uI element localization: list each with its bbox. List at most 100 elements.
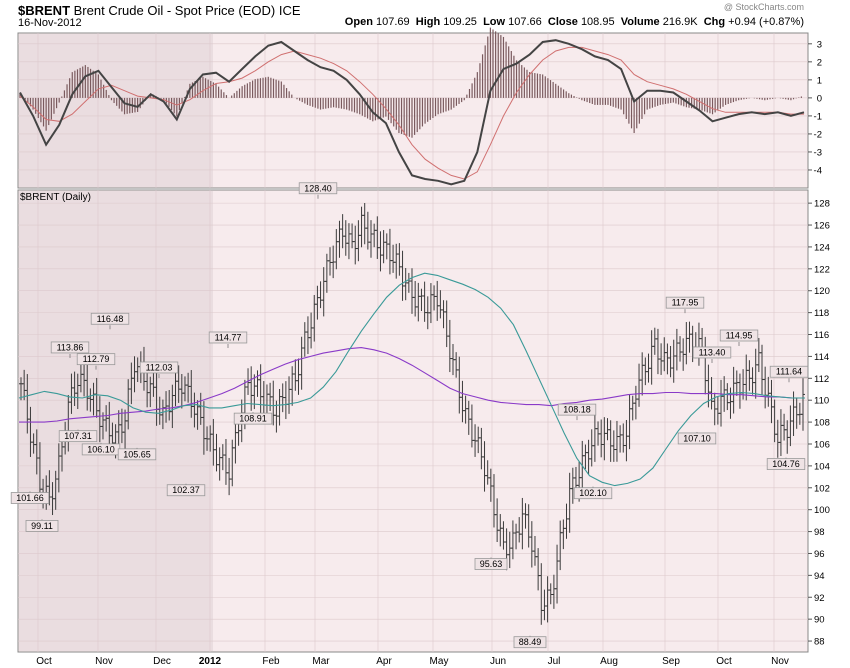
price-annotation: 107.10 [677,432,717,445]
chart-header: $BRENT Brent Crude Oil - Spot Price (EOD… [0,0,850,32]
annotation-box [76,353,116,366]
price-annotation: 102.37 [166,484,206,497]
price-tick-label: 128 [814,199,830,210]
close-label: Close [547,16,578,28]
x-axis-label: Apr [376,656,392,667]
annotation-label: 105.65 [123,449,151,459]
symbol: $BRENT [18,3,71,18]
annotation-label: 111.64 [776,367,802,377]
price-tick-label: 110 [814,396,829,407]
macd-line [19,39,805,186]
x-axis-label: May [430,656,449,667]
annotation-box [58,430,98,443]
price-annotation: 104.76 [766,458,806,470]
exchange: ICE [278,3,301,18]
sma-200-line [19,347,805,423]
annotation-box [208,331,248,344]
macd-tick-label: 3 [817,39,822,50]
annotation-box [769,365,809,378]
annotation-label: 104.76 [772,459,800,469]
annotation-box [677,432,717,445]
macd-tick-label: -3 [814,147,822,158]
price-tick-label: 126 [814,221,830,232]
price-tick-label: 118 [814,308,829,319]
sma-50-line [18,272,805,487]
annotation-label: 102.10 [579,488,607,498]
price-tick-label: 106 [814,439,830,450]
low-value: 107.66 [508,16,542,28]
price-tick-label: 92 [814,593,825,604]
price-annotation: 107.31 [58,430,98,443]
change-label: Chg [703,16,726,28]
price-tick-label: 98 [814,527,825,538]
open-value: 107.69 [375,16,410,28]
x-axis-label: Oct [716,656,732,667]
x-axis-label: 2012 [199,656,222,667]
x-axis-label: Sep [662,656,680,667]
macd-tick-label: 0 [817,93,822,104]
annotation-box [766,458,806,470]
x-axis-label: Mar [312,656,330,667]
price-annotation: 105.65 [117,448,157,461]
price-tick-label: 122 [814,264,830,275]
annotation-box [474,558,508,570]
price-shaded-region [19,191,213,651]
macd-tick-label: -4 [814,165,822,176]
price-annotation: 108.18 [557,403,597,416]
annotation-label: 108.18 [563,405,591,415]
volume-value: 216.9K [662,16,698,28]
price-tick-label: 90 [814,615,825,626]
price-annotation: 102.10 [573,487,613,500]
annotation-label: 114.77 [215,332,242,342]
annotation-box [139,361,179,374]
annotation-box [719,329,759,342]
price-annotation: 117.95 [665,296,705,309]
price-tick-label: 124 [814,242,830,253]
price-annotation: 114.95 [719,329,759,342]
price-tick-label: 94 [814,571,825,582]
annotation-label: 112.03 [146,362,173,372]
annotation-label: 102.37 [172,485,200,495]
annotation-label: 114.95 [726,331,753,341]
annotation-label: 107.10 [683,433,711,443]
annotation-box [665,296,705,309]
annotation-label: 101.66 [16,493,44,503]
annotation-box [50,341,90,354]
price-annotation: 112.79 [76,353,116,366]
macd-shaded-region [19,34,213,187]
annotation-box [557,403,597,416]
macd-tick-label: 1 [817,75,822,86]
x-axis-label: Dec [153,656,171,667]
change-value: +0.94 (+0.87%) [728,16,804,28]
annotation-label: 88.49 [519,637,542,647]
annotation-label: 108.91 [239,414,267,424]
watermark: @ StockCharts.com [723,2,804,12]
annotation-box [117,448,157,461]
price-annotation: 106.10 [81,443,121,456]
price-annotation: 111.64 [769,365,809,378]
x-axis-label: Nov [95,656,113,667]
price-annotation: 95.63 [474,558,508,570]
annotation-label: 116.48 [97,314,124,324]
macd-signal-line [19,46,804,180]
x-axis-label: Jun [490,656,506,667]
annotation-box [298,182,338,195]
x-axis-label: Oct [36,656,52,667]
low-label: Low [483,16,506,28]
volume-label: Volume [620,16,660,28]
annotation-label: 117.95 [672,298,699,308]
annotation-label: 113.40 [699,347,726,357]
price-annotation: 113.86 [50,341,90,354]
macd-tick-label: -2 [814,129,822,140]
high-value: 109.25 [443,16,477,28]
annotation-box [25,520,59,532]
price-annotation: 99.11 [25,520,59,532]
price-annotation: 108.91 [233,412,273,425]
price-tick-label: 100 [814,505,830,516]
price-tick-label: 108 [814,418,830,429]
high-label: High [415,16,441,28]
annotation-label: 112.79 [83,354,110,364]
open-label: Open [344,16,373,28]
price-annotation: 113.40 [692,346,732,359]
price-annotation: 88.49 [513,636,547,649]
